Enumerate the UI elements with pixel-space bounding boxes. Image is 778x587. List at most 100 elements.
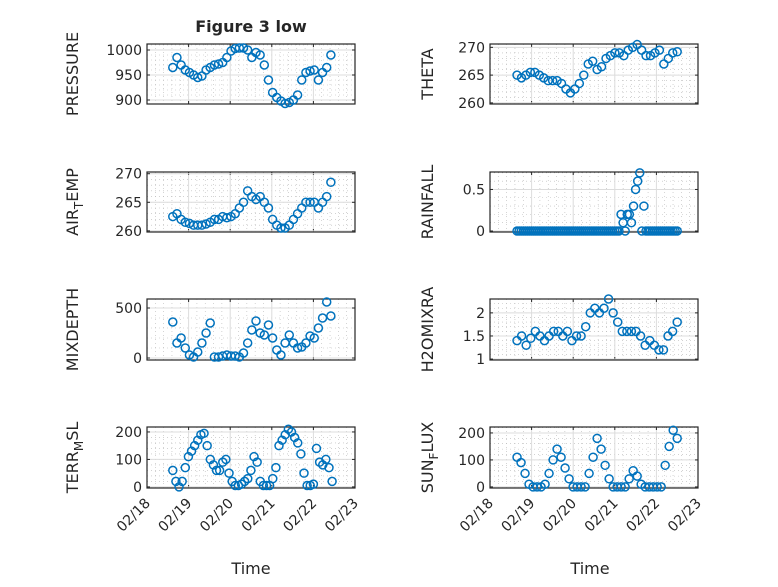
axes-box [146, 171, 356, 233]
data-point [267, 333, 278, 343]
data-point [305, 197, 315, 208]
data-point [592, 433, 602, 444]
data-point [211, 465, 222, 476]
y-tick-label: 260 [115, 224, 142, 240]
y-tick-label: 0.5 [463, 182, 485, 198]
axes-box [489, 43, 699, 105]
data-point [635, 331, 646, 341]
data-point [624, 209, 635, 220]
data-point [255, 50, 265, 60]
data-point [612, 317, 623, 327]
subplot-h2omixra: 1 1.5 2 H2OMIXRA [418, 287, 699, 373]
data-point [209, 214, 220, 225]
data-point [280, 98, 290, 109]
data-point [261, 480, 272, 491]
data-point [263, 203, 274, 213]
data-point [213, 352, 224, 362]
data-point [263, 320, 274, 330]
y-tick-label: 900 [115, 93, 142, 109]
data-point [292, 343, 303, 353]
plot-area [490, 172, 698, 232]
data-point [313, 323, 324, 333]
data-point [564, 474, 574, 484]
data-point [658, 345, 669, 355]
data-point [202, 440, 212, 451]
axes-box [146, 298, 356, 361]
x-tick-label: 02/18 [457, 496, 497, 536]
data-point [672, 226, 682, 236]
x-axis-label: Time [569, 559, 609, 578]
data-point [209, 60, 220, 70]
data-point [574, 78, 585, 89]
data-point [222, 52, 232, 63]
y-tick-label: 100 [115, 452, 142, 468]
x-tick-label: 02/18 [114, 496, 154, 536]
data-point [296, 449, 306, 459]
data-point [626, 326, 637, 337]
data-point [672, 317, 682, 327]
data-point [242, 45, 253, 55]
data-point [576, 482, 586, 492]
y-axis-label-part: M [72, 441, 86, 451]
data-point [177, 476, 187, 487]
data-point [230, 351, 240, 361]
data-point [622, 326, 632, 337]
data-point [668, 48, 678, 58]
data-point [309, 65, 319, 75]
data-point [168, 317, 178, 327]
data-point [238, 348, 249, 358]
data-point [547, 75, 558, 86]
data-point [326, 50, 336, 60]
data-point [620, 482, 630, 492]
data-point [596, 444, 606, 454]
y-tick-label: 950 [115, 68, 142, 84]
data-point [251, 316, 261, 326]
data-point [305, 66, 315, 76]
x-tick-label: 02/21 [239, 496, 279, 536]
data-point [247, 325, 257, 335]
x-tick-label: 02/19 [156, 496, 196, 536]
data-point [560, 463, 570, 473]
data-point [521, 340, 531, 350]
data-point [617, 326, 628, 337]
data-point [630, 184, 641, 195]
y-axis-label-part: EMP [63, 168, 82, 202]
data-point [297, 75, 307, 85]
data-point [660, 460, 670, 471]
data-point [317, 313, 328, 323]
data-point [556, 452, 566, 462]
data-point [628, 201, 639, 211]
data-point [672, 433, 682, 444]
y-tick-label: 1000 [106, 43, 142, 59]
data-point [654, 45, 665, 55]
axes-box [146, 426, 356, 489]
data-point [238, 197, 249, 208]
data-point [293, 438, 303, 448]
data-point [172, 52, 182, 63]
data-point [309, 333, 319, 343]
data-point [584, 468, 594, 479]
figure-title: Figure 3 low [195, 17, 307, 36]
data-point [224, 468, 234, 478]
data-point [284, 330, 295, 340]
data-point [324, 462, 334, 473]
y-axis-label-part: MIXDEPTH [63, 288, 82, 371]
data-point [543, 75, 553, 86]
y-tick-label: 200 [115, 425, 142, 441]
y-tick-label: 500 [115, 301, 142, 317]
subplot-pressure: 900 950 1000 PRESSURE [63, 32, 356, 116]
x-axis-label: Time [230, 559, 270, 578]
data-point [313, 75, 324, 85]
data-point [213, 59, 224, 69]
data-point [180, 462, 191, 473]
data-point [668, 425, 678, 435]
data-point [624, 474, 634, 484]
data-point [302, 480, 312, 491]
y-axis-label: PRESSURE [63, 32, 82, 116]
y-axis-label: H2OMIXRA [418, 287, 437, 373]
y-tick-label: 265 [458, 68, 485, 84]
data-point [176, 333, 186, 343]
data-point [271, 462, 281, 473]
y-axis-label-part: RAINFALL [418, 165, 437, 240]
x-tick-label: 02/23 [665, 496, 705, 536]
